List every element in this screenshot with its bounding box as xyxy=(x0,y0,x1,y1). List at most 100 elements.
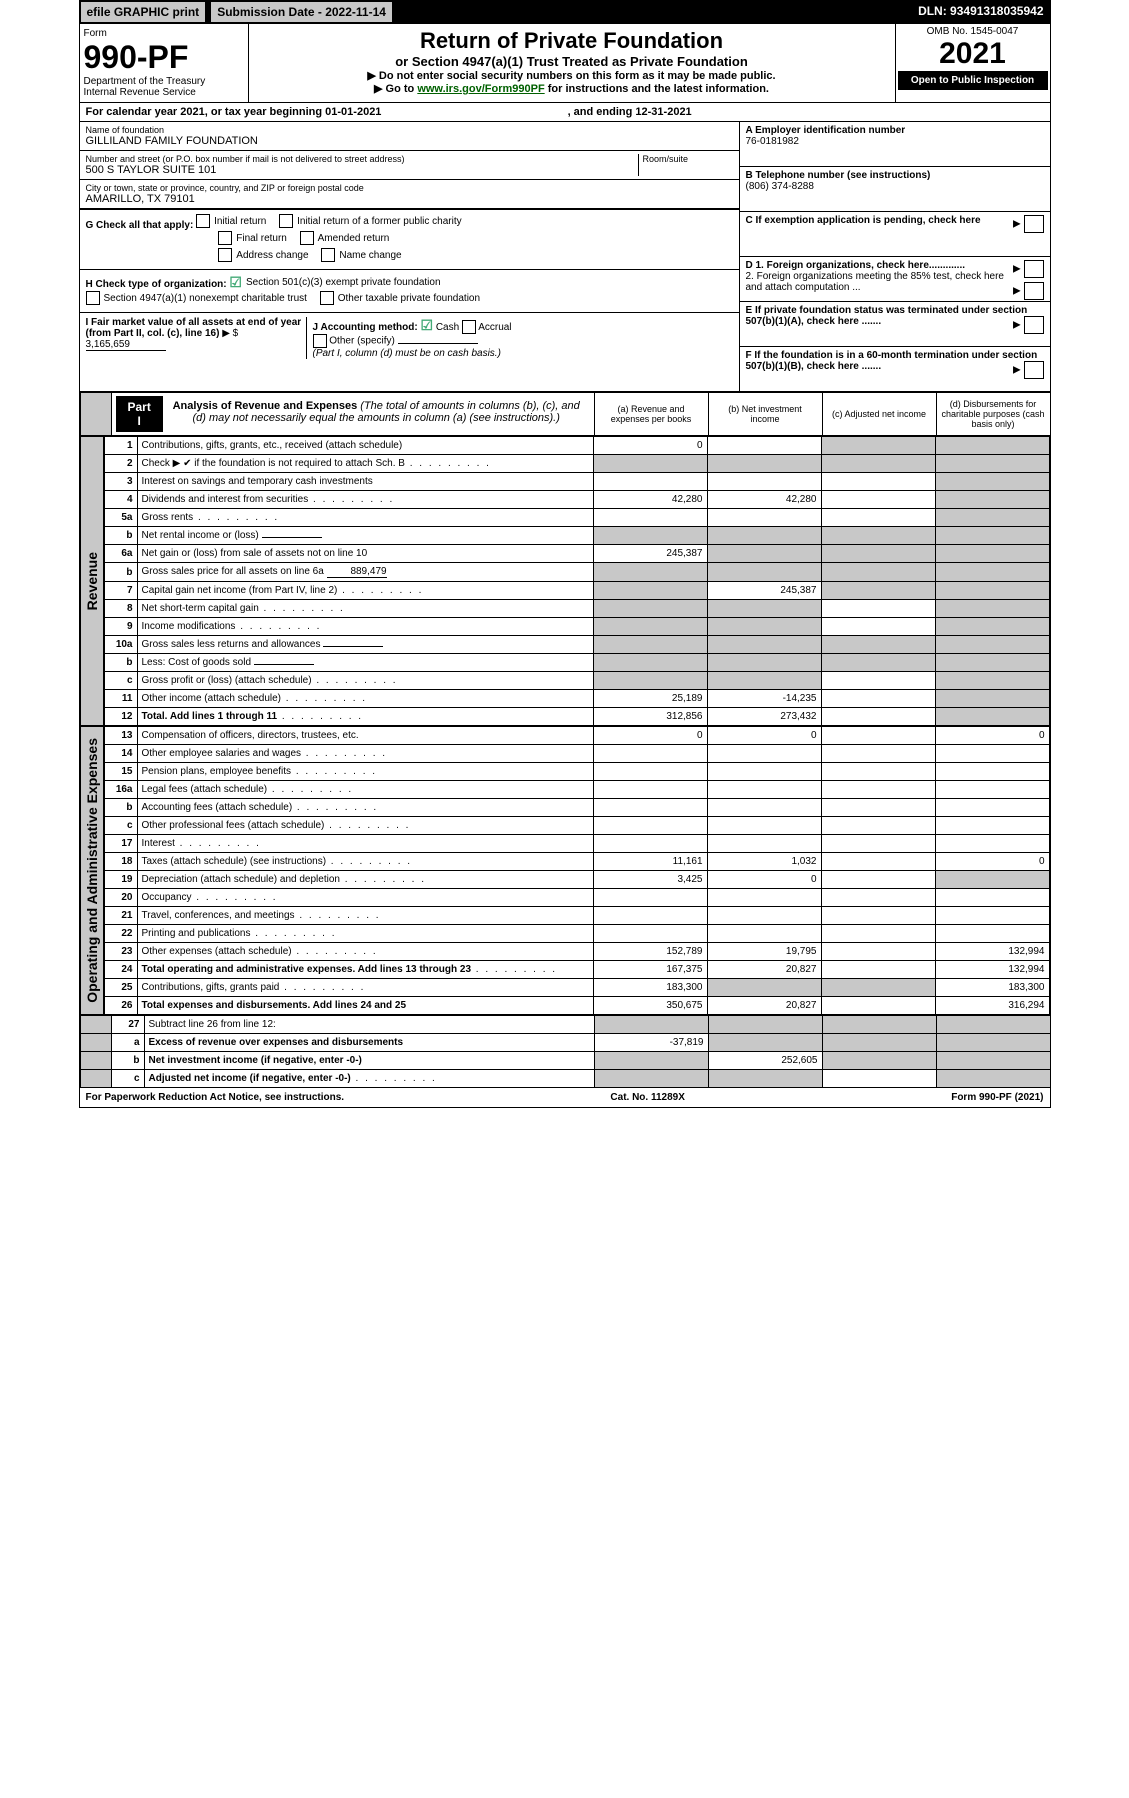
ein: 76-0181982 xyxy=(746,136,1044,147)
line-2: 2 Check ▶ ✔ if the foundation is not req… xyxy=(104,455,1049,473)
line-b: b Net rental income or (loss) xyxy=(104,527,1049,545)
header-left: Form 990-PF Department of the Treasury I… xyxy=(80,24,249,102)
foundation-address: 500 S TAYLOR SUITE 101 xyxy=(86,164,638,176)
link-irs[interactable]: www.irs.gov/Form990PF xyxy=(417,83,544,95)
cb-501c3[interactable]: ☑ xyxy=(229,274,242,291)
final-section: 27 Subtract line 26 from line 12: a Exce… xyxy=(80,1015,1051,1088)
section-h: H Check type of organization: ☑Section 5… xyxy=(80,269,739,312)
cb-f[interactable] xyxy=(1024,361,1044,379)
revenue-section: Revenue 1 Contributions, gifts, grants, … xyxy=(80,436,1050,726)
submission-date: Submission Date - 2022-11-14 xyxy=(210,1,393,23)
line-b: b Less: Cost of goods sold xyxy=(104,654,1049,672)
form-subtitle: or Section 4947(a)(1) Trust Treated as P… xyxy=(255,54,889,69)
cb-amended[interactable] xyxy=(300,231,314,245)
header-right: OMB No. 1545-0047 2021 Open to Public In… xyxy=(895,24,1050,102)
line-a: a Excess of revenue over expenses and di… xyxy=(80,1034,1050,1052)
line-c: c Other professional fees (attach schedu… xyxy=(104,817,1049,835)
line-18: 18 Taxes (attach schedule) (see instruct… xyxy=(104,853,1049,871)
col-a-header: (a) Revenue and expenses per books xyxy=(594,393,708,436)
cb-4947[interactable] xyxy=(86,291,100,305)
omb: OMB No. 1545-0047 xyxy=(898,26,1048,37)
address-cell: Number and street (or P.O. box number if… xyxy=(80,151,739,180)
foundation-name: GILLILAND FAMILY FOUNDATION xyxy=(86,135,733,147)
note-goto: Go to www.irs.gov/Form990PF for instruct… xyxy=(255,82,889,95)
line-17: 17 Interest xyxy=(104,835,1049,853)
cb-initial-former[interactable] xyxy=(279,214,293,228)
line-1: 1 Contributions, gifts, grants, etc., re… xyxy=(104,437,1049,455)
cb-d1[interactable] xyxy=(1024,260,1044,278)
foundation-name-cell: Name of foundation GILLILAND FAMILY FOUN… xyxy=(80,122,739,151)
dln: DLN: 93491318035942 xyxy=(912,1,1049,23)
form-label: Form xyxy=(84,28,244,39)
line-22: 22 Printing and publications xyxy=(104,925,1049,943)
line-9: 9 Income modifications xyxy=(104,618,1049,636)
meta-left: Name of foundation GILLILAND FAMILY FOUN… xyxy=(80,122,739,391)
phone: (806) 374-8288 xyxy=(746,181,1044,192)
footer-left: For Paperwork Reduction Act Notice, see … xyxy=(86,1092,345,1103)
header-center: Return of Private Foundation or Section … xyxy=(249,24,895,102)
form-container: efile GRAPHIC print Submission Date - 20… xyxy=(79,0,1051,1108)
line-11: 11 Other income (attach schedule) 25,189… xyxy=(104,690,1049,708)
part1-header-row: Part I Analysis of Revenue and Expenses … xyxy=(80,393,1050,436)
irs: Internal Revenue Service xyxy=(84,87,244,98)
line-14: 14 Other employee salaries and wages xyxy=(104,745,1049,763)
note-ssn: Do not enter social security numbers on … xyxy=(255,69,889,82)
expenses-side-label: Operating and Administrative Expenses xyxy=(84,738,100,1003)
cb-other-method[interactable] xyxy=(313,334,327,348)
col-b-header: (b) Net investment income xyxy=(708,393,822,436)
cb-initial[interactable] xyxy=(196,214,210,228)
line-10a: 10a Gross sales less returns and allowan… xyxy=(104,636,1049,654)
line-b: b Gross sales price for all assets on li… xyxy=(104,563,1049,582)
foundation-city: AMARILLO, TX 79101 xyxy=(86,193,733,205)
meta-right: A Employer identification number 76-0181… xyxy=(739,122,1050,391)
topbar: efile GRAPHIC print Submission Date - 20… xyxy=(80,1,1050,24)
city-cell: City or town, state or province, country… xyxy=(80,180,739,209)
cb-address[interactable] xyxy=(218,248,232,262)
tax-year: 2021 xyxy=(898,37,1048,71)
line-b: b Net investment income (if negative, en… xyxy=(80,1052,1050,1070)
line-12: 12 Total. Add lines 1 through 11 312,856… xyxy=(104,708,1049,726)
cb-e[interactable] xyxy=(1024,316,1044,334)
line-26: 26 Total expenses and disbursements. Add… xyxy=(104,997,1049,1015)
section-i-j: I Fair market value of all assets at end… xyxy=(80,312,739,363)
line-3: 3 Interest on savings and temporary cash… xyxy=(104,473,1049,491)
cb-other-tax[interactable] xyxy=(320,291,334,305)
room-label: Room/suite xyxy=(643,154,733,164)
cb-c[interactable] xyxy=(1024,215,1044,233)
footer-right: Form 990-PF (2021) xyxy=(951,1092,1043,1103)
footer-mid: Cat. No. 11289X xyxy=(610,1092,684,1103)
cb-d2[interactable] xyxy=(1024,282,1044,300)
line-19: 19 Depreciation (attach schedule) and de… xyxy=(104,871,1049,889)
form-number: 990-PF xyxy=(84,39,244,76)
line-21: 21 Travel, conferences, and meetings xyxy=(104,907,1049,925)
line-16a: 16a Legal fees (attach schedule) xyxy=(104,781,1049,799)
col-c-header: (c) Adjusted net income xyxy=(822,393,936,436)
line-15: 15 Pension plans, employee benefits xyxy=(104,763,1049,781)
form-title: Return of Private Foundation xyxy=(255,28,889,54)
line-c: c Gross profit or (loss) (attach schedul… xyxy=(104,672,1049,690)
line-8: 8 Net short-term capital gain xyxy=(104,600,1049,618)
cb-name[interactable] xyxy=(321,248,335,262)
cb-accrual[interactable] xyxy=(462,320,476,334)
header: Form 990-PF Department of the Treasury I… xyxy=(80,24,1050,103)
part1-grid: Part I Analysis of Revenue and Expenses … xyxy=(80,392,1051,436)
meta-block: Name of foundation GILLILAND FAMILY FOUN… xyxy=(80,122,1050,392)
line-23: 23 Other expenses (attach schedule) 152,… xyxy=(104,943,1049,961)
period-line: For calendar year 2021, or tax year begi… xyxy=(80,103,1050,122)
line-25: 25 Contributions, gifts, grants paid 183… xyxy=(104,979,1049,997)
dept-treasury: Department of the Treasury xyxy=(84,76,244,87)
footer: For Paperwork Reduction Act Notice, see … xyxy=(80,1088,1050,1107)
cb-cash[interactable]: ☑ xyxy=(420,317,433,333)
line-6a: 6a Net gain or (loss) from sale of asset… xyxy=(104,545,1049,563)
line-5a: 5a Gross rents xyxy=(104,509,1049,527)
cb-final[interactable] xyxy=(218,231,232,245)
line-b: b Accounting fees (attach schedule) xyxy=(104,799,1049,817)
line-20: 20 Occupancy xyxy=(104,889,1049,907)
line-c: c Adjusted net income (if negative, ente… xyxy=(80,1070,1050,1088)
part1-tab: Part I xyxy=(116,396,163,432)
line-27: 27 Subtract line 26 from line 12: xyxy=(80,1016,1050,1034)
line-24: 24 Total operating and administrative ex… xyxy=(104,961,1049,979)
revenue-side-label: Revenue xyxy=(84,552,100,610)
line-7: 7 Capital gain net income (from Part IV,… xyxy=(104,582,1049,600)
open-to-public: Open to Public Inspection xyxy=(898,71,1048,90)
